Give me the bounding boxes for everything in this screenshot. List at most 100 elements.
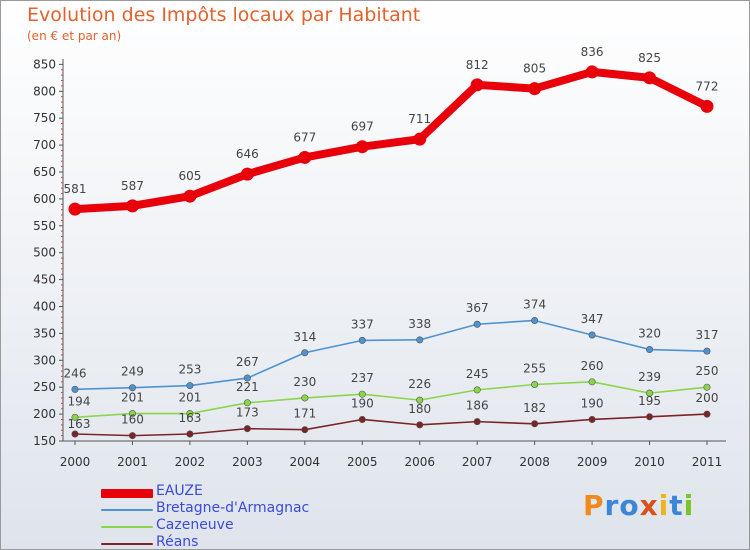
data-label: 267 <box>236 355 259 369</box>
legend-swatch <box>101 488 153 498</box>
data-label: 711 <box>408 112 431 126</box>
data-label: 195 <box>638 394 661 408</box>
data-point <box>646 346 654 354</box>
data-point <box>301 349 309 357</box>
data-point <box>240 167 254 181</box>
data-label: 260 <box>581 359 604 373</box>
data-label: 201 <box>121 391 144 405</box>
data-label: 246 <box>64 366 87 380</box>
data-point <box>643 71 657 85</box>
data-point <box>528 82 542 96</box>
data-point <box>646 413 654 421</box>
data-point <box>473 418 481 426</box>
y-tick-label: 700 <box>33 138 56 152</box>
data-point <box>186 382 194 390</box>
data-point <box>358 390 366 398</box>
x-tick-label: 2011 <box>692 455 723 469</box>
data-point <box>301 426 309 434</box>
data-label: 201 <box>178 391 201 405</box>
y-tick-label: 600 <box>33 192 56 206</box>
data-point <box>128 432 136 440</box>
x-tick-label: 2010 <box>634 455 665 469</box>
data-point <box>68 202 82 216</box>
data-point <box>186 430 194 438</box>
x-tick-label: 2002 <box>175 455 206 469</box>
data-label: 163 <box>68 417 91 431</box>
data-label: 255 <box>523 362 546 376</box>
x-tick-label: 2000 <box>60 455 91 469</box>
data-label: 677 <box>293 130 316 144</box>
data-label: 338 <box>408 317 431 331</box>
data-point <box>183 189 197 203</box>
data-label: 160 <box>121 413 144 427</box>
y-tick-label: 850 <box>33 57 56 71</box>
data-label: 180 <box>408 402 431 416</box>
proxiti-logo: Proxiti <box>583 489 695 522</box>
x-tick-label: 2005 <box>347 455 378 469</box>
data-point <box>125 199 139 213</box>
data-point <box>416 336 424 344</box>
data-label: 250 <box>696 364 719 378</box>
data-label: 697 <box>351 120 374 134</box>
data-label: 190 <box>581 396 604 410</box>
data-label: 337 <box>351 317 374 331</box>
data-point <box>71 413 79 421</box>
data-label: 812 <box>466 58 489 72</box>
data-label: 245 <box>466 367 489 381</box>
data-label: 182 <box>523 401 546 415</box>
data-label: 186 <box>466 399 489 413</box>
data-label: 253 <box>178 363 201 377</box>
data-point <box>416 396 424 404</box>
data-label: 805 <box>523 62 546 76</box>
x-tick-label: 2004 <box>290 455 321 469</box>
x-tick-label: 2009 <box>577 455 608 469</box>
data-point <box>588 415 596 423</box>
data-label: 221 <box>236 380 259 394</box>
data-point <box>413 132 427 146</box>
data-point <box>700 99 714 113</box>
y-tick-label: 800 <box>33 84 56 98</box>
data-point <box>128 384 136 392</box>
data-label: 772 <box>696 79 719 93</box>
y-tick-label: 500 <box>33 246 56 260</box>
data-point <box>301 394 309 402</box>
x-tick-label: 2008 <box>519 455 550 469</box>
data-label: 314 <box>293 330 316 344</box>
data-point <box>71 385 79 393</box>
data-point <box>416 421 424 429</box>
chart-title: Evolution des Impôts locaux par Habitant <box>27 4 421 26</box>
data-label: 347 <box>581 312 604 326</box>
data-label: 230 <box>293 375 316 389</box>
data-label: 646 <box>236 147 259 161</box>
y-tick-label: 300 <box>33 353 56 367</box>
data-label: 173 <box>236 406 259 420</box>
data-label: 237 <box>351 371 374 385</box>
data-point <box>355 140 369 154</box>
legend-label: Bretagne-d'Armagnac <box>156 500 310 516</box>
data-point <box>703 347 711 355</box>
y-tick-label: 550 <box>33 219 56 233</box>
legend-swatch <box>101 543 153 545</box>
data-point <box>531 420 539 428</box>
data-label: 163 <box>178 411 201 425</box>
data-label: 836 <box>581 45 604 59</box>
y-tick-label: 350 <box>33 326 56 340</box>
data-label: 226 <box>408 377 431 391</box>
data-point <box>71 430 79 438</box>
y-tick-label: 250 <box>33 380 56 394</box>
data-label: 825 <box>638 51 661 65</box>
x-tick-label: 2007 <box>462 455 493 469</box>
data-point <box>531 316 539 324</box>
data-point <box>703 383 711 391</box>
data-point <box>358 415 366 423</box>
y-tick-label: 400 <box>33 299 56 313</box>
data-point <box>243 374 251 382</box>
legend-label: EAUZE <box>156 483 203 499</box>
data-point <box>298 150 312 164</box>
data-point <box>703 410 711 418</box>
legend-swatch <box>101 509 153 511</box>
data-label: 200 <box>696 391 719 405</box>
data-point <box>470 78 484 92</box>
